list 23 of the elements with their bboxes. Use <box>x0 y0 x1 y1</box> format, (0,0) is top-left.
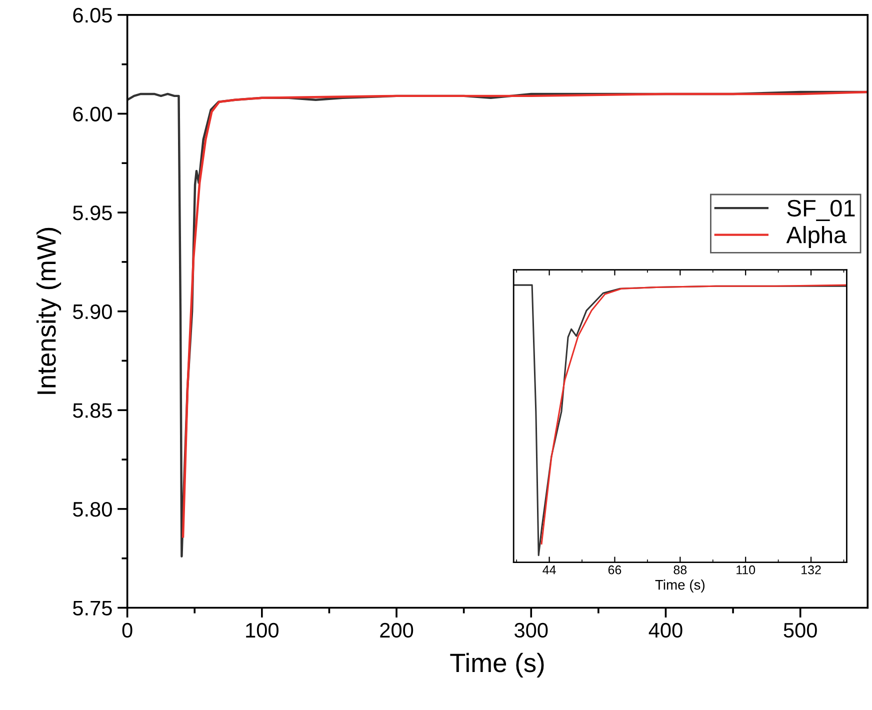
x-tick-label: 66 <box>608 565 622 574</box>
legend-label: Alpha <box>786 226 847 248</box>
y-tick-label: 6.05 <box>73 8 112 23</box>
x-tick-label: 44 <box>542 566 556 574</box>
x-tick-label: 88 <box>674 565 687 574</box>
y-tick-label: 6.00 <box>73 106 112 122</box>
y-tick-label: 5.80 <box>73 502 112 517</box>
x-tick-label: 100 <box>246 622 278 638</box>
legend-label: SF_01 <box>787 200 855 222</box>
x-axis-title: Time (s) <box>450 652 544 678</box>
x-tick-label: 200 <box>380 622 414 638</box>
x-tick-label: 132 <box>802 565 821 574</box>
x-tick-label: 500 <box>784 622 817 638</box>
y-tick-label: 5.90 <box>73 304 112 320</box>
y-tick-label: 5.75 <box>73 600 112 616</box>
y-axis-title: Intensity (mW) <box>36 228 62 394</box>
x-tick-label: 400 <box>648 622 682 638</box>
x-tick-label: 300 <box>514 622 548 638</box>
y-tick-label: 5.85 <box>73 403 112 418</box>
x-tick-label: 110 <box>736 565 756 574</box>
y-tick-label: 5.95 <box>73 206 112 220</box>
x-axis-title: Time (s) <box>655 580 704 592</box>
x-tick-label: 0 <box>122 622 132 638</box>
